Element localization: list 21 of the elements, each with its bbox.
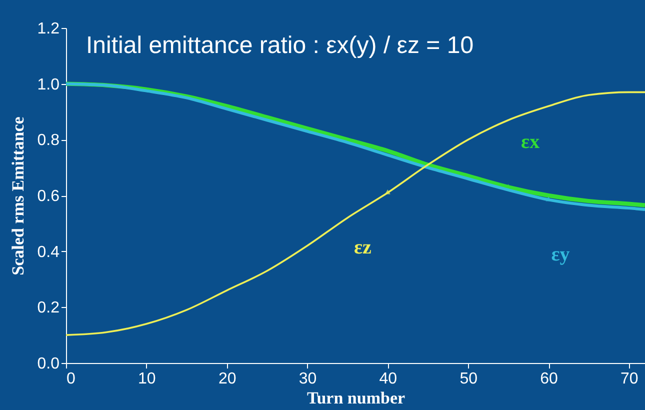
y-tick-label: 0.6	[37, 188, 60, 205]
x-tick-label: 20	[218, 370, 236, 388]
x-tick-label: 50	[460, 370, 478, 388]
x-tick-label: 40	[379, 370, 398, 388]
y-tick-label: 0.4	[37, 244, 60, 261]
series-label: εz	[354, 236, 372, 259]
x-tick-label: 70	[620, 370, 638, 388]
y-tick-label: 0.8	[37, 132, 60, 150]
x-tick-label: 30	[298, 370, 317, 388]
chart-title: Initial emittance ratio : εx(y) / εz = 10	[86, 32, 474, 59]
y-tick-label: 0.0	[37, 356, 60, 372]
x-tick-label: 60	[540, 370, 558, 388]
y-axis-title: Scaled rms Emittance	[8, 116, 28, 276]
x-tick-label: 0	[66, 370, 76, 388]
y-tick-label: 1.2	[37, 20, 60, 38]
text: εy	[551, 244, 570, 266]
series-label: εx	[521, 131, 540, 154]
x-tick-label: 10	[138, 370, 156, 388]
y-tick-label: 0.2	[37, 300, 60, 317]
x-axis-title: Turn number	[306, 388, 406, 408]
y-tick-label: 1.0	[37, 76, 60, 94]
